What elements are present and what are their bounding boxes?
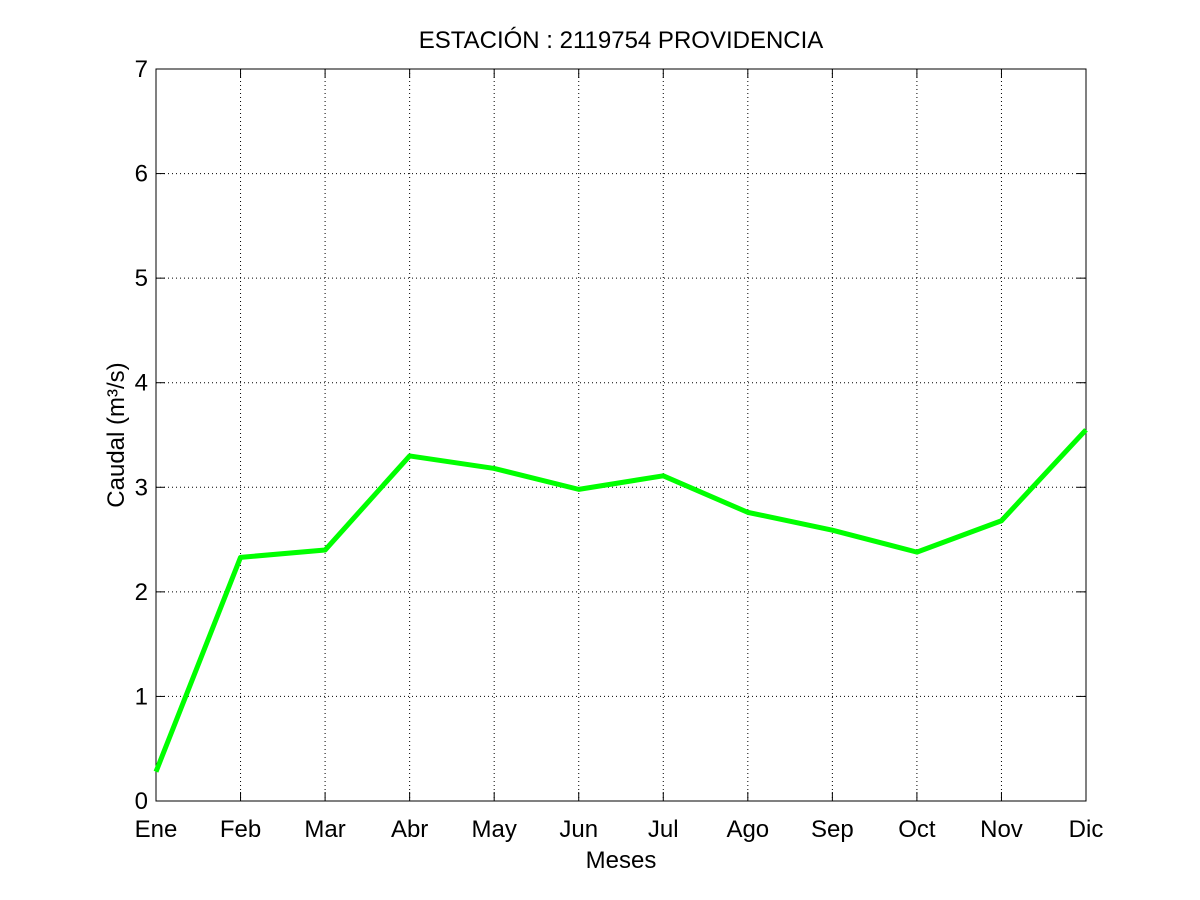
- x-tick-label: Nov: [980, 816, 1023, 843]
- x-tick-label: Dic: [1069, 816, 1104, 843]
- plot-frame: [155, 68, 1087, 802]
- x-tick-label: Ago: [726, 816, 769, 843]
- x-tick-label: Ene: [135, 816, 178, 843]
- y-tick-label: 0: [135, 788, 148, 815]
- x-tick-label: May: [472, 816, 517, 843]
- x-tick-label: Feb: [220, 816, 261, 843]
- y-tick-labels: 0 1 2 3 4 5 6 7: [135, 56, 148, 815]
- series-layer: [153, 428, 1088, 773]
- series-line: [153, 428, 1088, 773]
- x-tick-label: Oct: [898, 816, 936, 843]
- y-tick-label: 6: [135, 161, 148, 188]
- y-tick-label: 5: [135, 265, 148, 292]
- y-tick-label: 4: [135, 370, 148, 397]
- x-tick-label: Mar: [304, 816, 345, 843]
- y-tick-label: 3: [135, 474, 148, 501]
- chart-title: ESTACIÓN : 2119754 PROVIDENCIA: [419, 27, 824, 54]
- x-tick-label: Abr: [391, 816, 428, 843]
- x-axis-label: Meses: [586, 847, 657, 874]
- grid: [156, 69, 1086, 801]
- y-tick-label: 7: [135, 56, 148, 83]
- x-tick-label: Jun: [559, 816, 598, 843]
- y-axis-label: Caudal (m³/s): [103, 362, 130, 507]
- x-tick-label: Jul: [648, 816, 679, 843]
- y-tick-label: 1: [135, 683, 148, 710]
- x-tick-labels: Ene Feb Mar Abr May Jun Jul Ago Sep Oct Nov Dic: [135, 816, 1104, 843]
- y-tick-label: 2: [135, 579, 148, 606]
- plot-area: [156, 69, 1086, 801]
- x-tick-label: Sep: [811, 816, 854, 843]
